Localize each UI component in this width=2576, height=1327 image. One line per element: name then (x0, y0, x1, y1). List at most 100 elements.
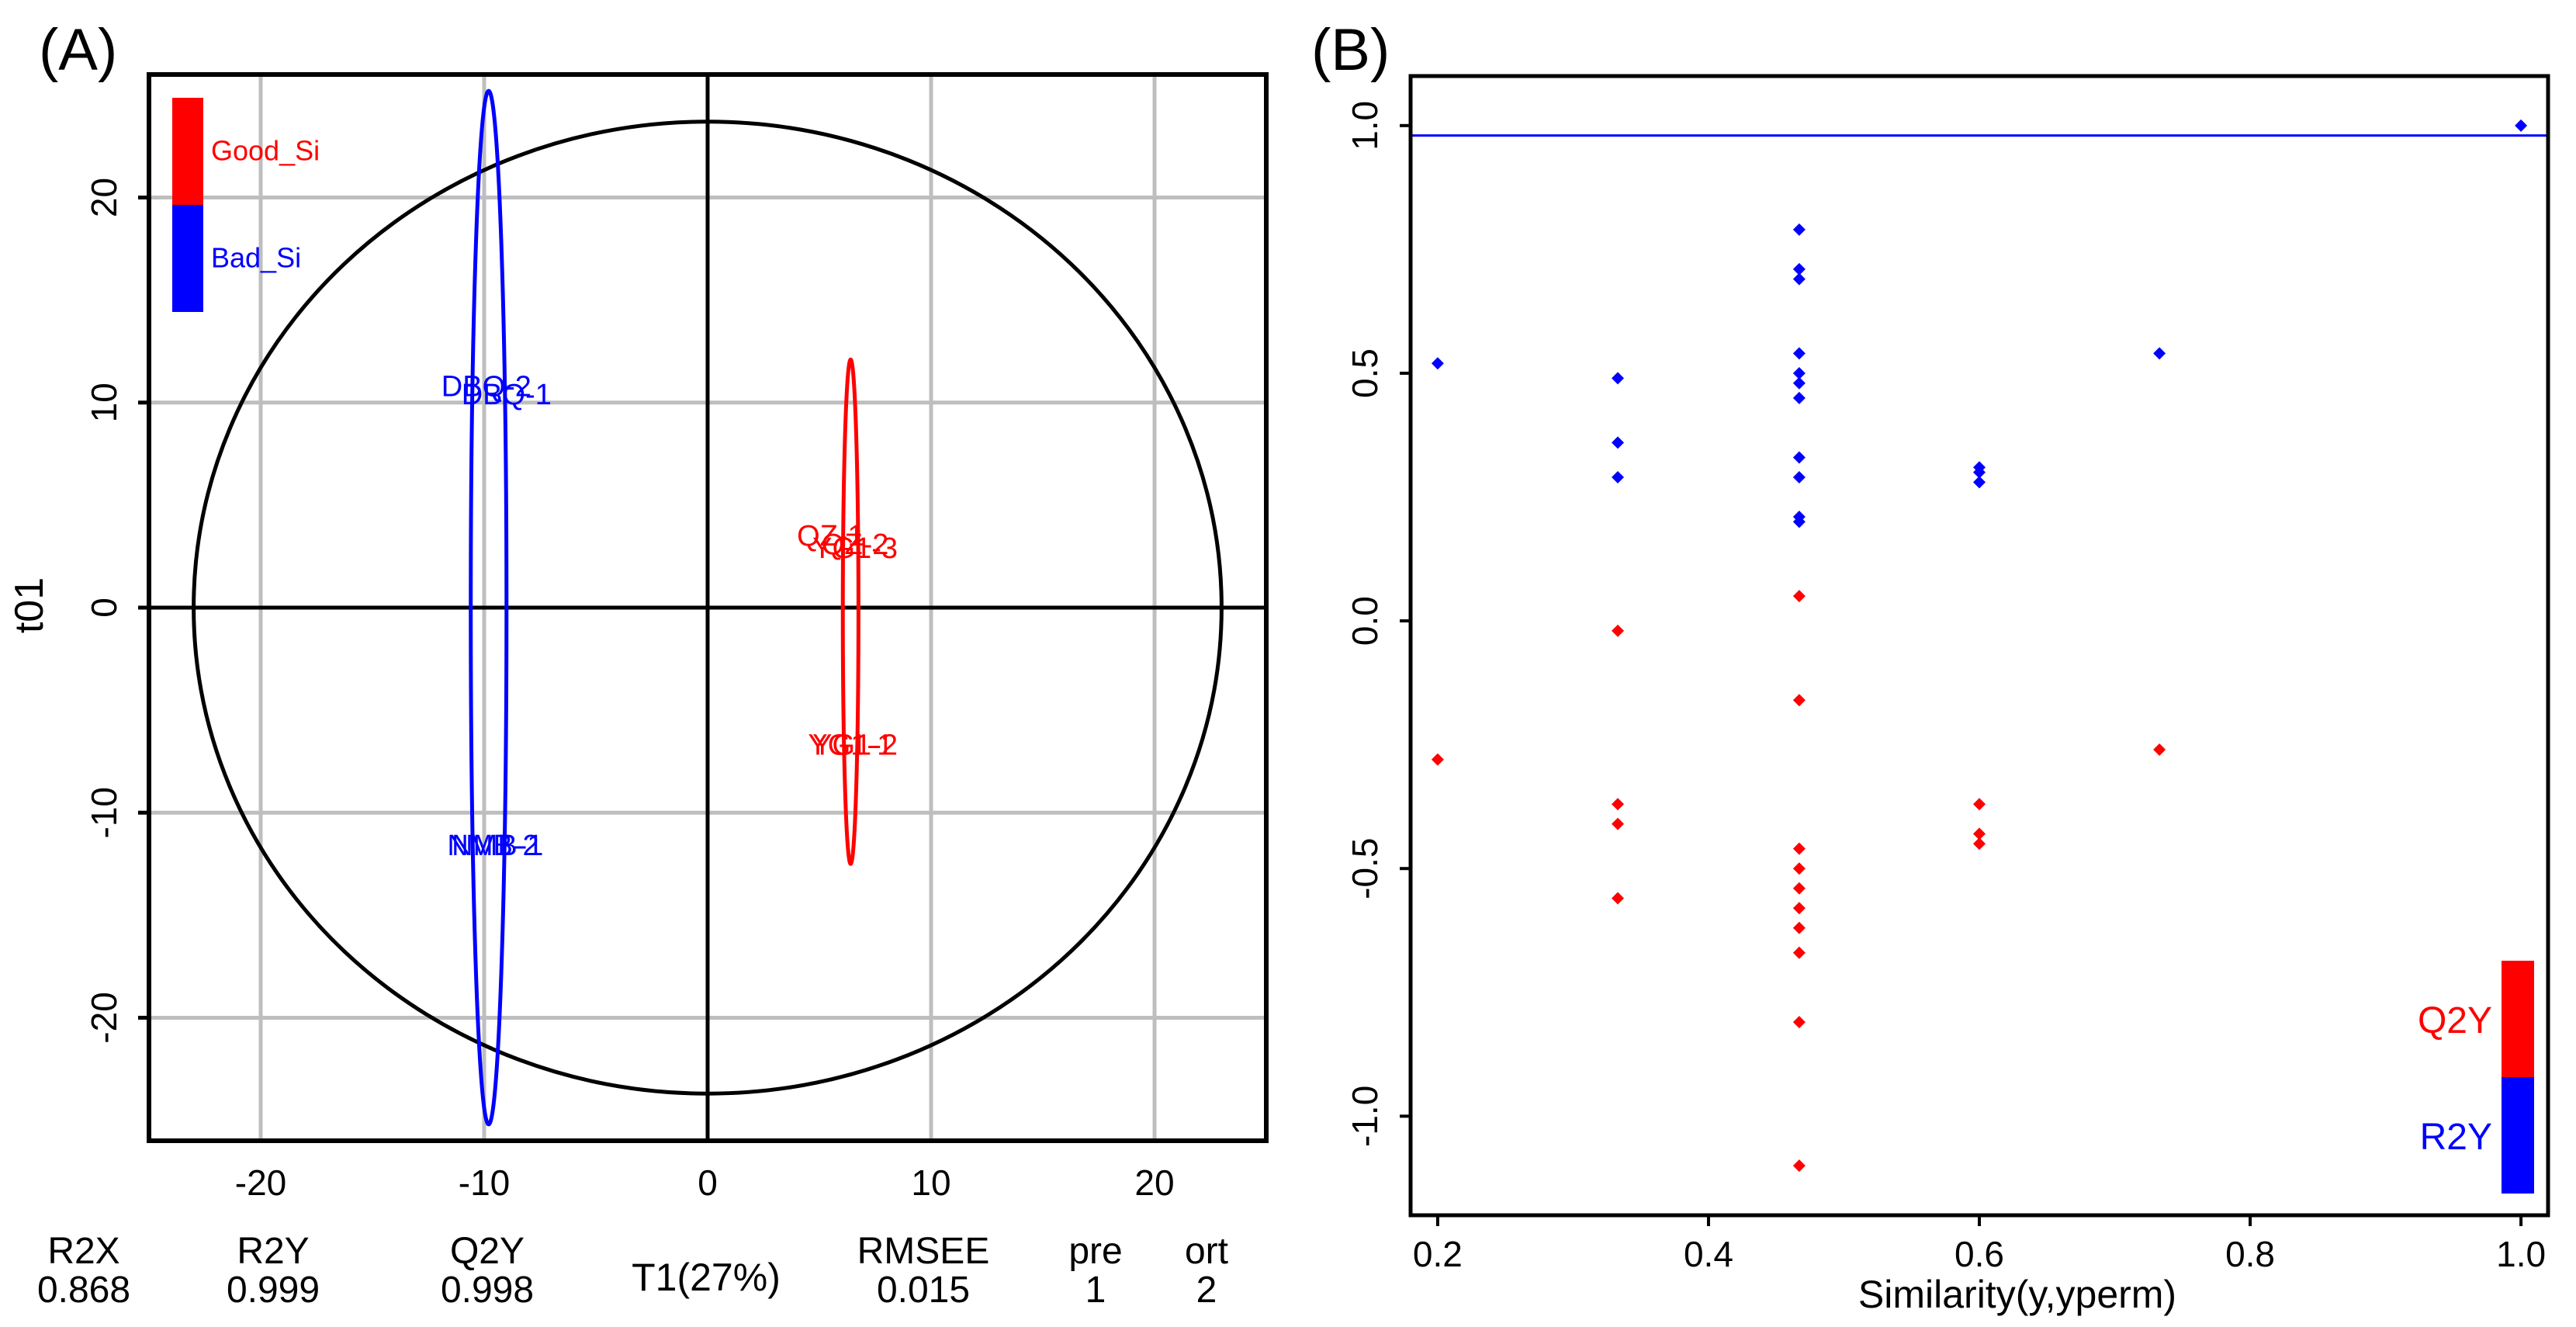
legend-swatch-Bad_Si (172, 205, 203, 312)
point-Q2Y (1792, 882, 1806, 895)
point-R2Y (1612, 436, 1625, 449)
point-R2Y (1612, 470, 1625, 483)
sample-label: NMB-2 (447, 830, 538, 862)
legend-label-Bad_Si: Bad_Si (211, 242, 301, 274)
panel-a-y-tick-label: -20 (84, 992, 124, 1043)
panel-a-x-tick-label: -20 (235, 1162, 286, 1203)
point-R2Y (1792, 223, 1806, 236)
panel-b-y-tick-label: 0.5 (1345, 348, 1385, 398)
legend-label-R2Y: R2Y (2420, 1117, 2492, 1158)
point-Q2Y (1792, 842, 1806, 855)
point-Q2Y (1792, 902, 1806, 915)
panel-b-x-tick-label: 0.6 (1955, 1234, 2004, 1274)
point-R2Y (2153, 347, 2166, 360)
stat-value-ort: 2 (1196, 1270, 1217, 1311)
stat-value-R2Y: 0.999 (227, 1270, 320, 1311)
point-Q2Y (1792, 590, 1806, 603)
panel-b-y-tick-label: -0.5 (1345, 838, 1385, 899)
stat-name-pre: pre (1068, 1231, 1122, 1272)
point-R2Y (1792, 376, 1806, 390)
point-R2Y (1792, 470, 1806, 483)
point-R2Y (1612, 372, 1625, 385)
stat-value-R2X: 0.868 (37, 1270, 130, 1311)
panel-b-x-tick-label: 1.0 (2496, 1234, 2546, 1274)
panel-b-x-tick-label: 0.4 (1684, 1234, 1733, 1274)
stat-value-Q2Y: 0.998 (441, 1270, 534, 1311)
panel-b-label: (B) (1311, 17, 1390, 83)
sample-label: QZ-2 (822, 528, 889, 561)
point-R2Y (1792, 272, 1806, 286)
point-Q2Y (1792, 1159, 1806, 1173)
panel-a-axes: -20 -10 0 10 20 -20 -10 0 10 20 (84, 72, 1269, 1203)
point-Q2Y (1792, 694, 1806, 707)
hotelling-ellipse (192, 120, 1224, 1096)
point-R2Y (1792, 515, 1806, 528)
point-Q2Y (1792, 862, 1806, 875)
point-R2Y (1792, 347, 1806, 360)
panel-b-x-axis-title: Similarity(y,yperm) (1858, 1273, 2176, 1316)
group-ellipse-Bad_Si (469, 88, 509, 1127)
group-ellipse-Good_Si (840, 357, 860, 866)
panel-b-y-tick-label: 0.0 (1345, 596, 1385, 646)
stat-value-RMSEE: 0.015 (877, 1270, 970, 1311)
point-R2Y (1792, 366, 1806, 379)
sample-label: YG1-2 (812, 729, 898, 762)
point-Q2Y (1792, 1016, 1806, 1029)
panel-a-label: (A) (39, 17, 117, 83)
sample-label: DBQ-2 (441, 370, 531, 403)
point-R2Y (2515, 119, 2528, 132)
panel-b-plot-area: Q2Y R2Y (1411, 119, 2548, 1194)
panel-b-x-tick-label: 0.2 (1413, 1234, 1463, 1274)
point-Q2Y (1792, 946, 1806, 959)
point-Q2Y (1612, 892, 1625, 905)
stat-name-R2X: R2X (47, 1231, 119, 1272)
point-Q2Y (1973, 798, 1986, 811)
sample-label: YG1-1 (808, 729, 893, 762)
point-Q2Y (1612, 817, 1625, 830)
sample-label: NMB-1 (452, 830, 543, 862)
point-R2Y (1431, 357, 1444, 370)
stat-name-R2Y: R2Y (237, 1231, 309, 1272)
panel-a-x-tick-label: 10 (911, 1162, 950, 1203)
panel-a-x-axis-title: T1(27%) (632, 1256, 781, 1299)
legend-swatch-R2Y (2502, 1077, 2534, 1194)
point-Q2Y (2153, 743, 2166, 757)
panel-b-y-tick-label: -1.0 (1345, 1086, 1385, 1147)
point-Q2Y (1792, 921, 1806, 934)
point-Q2Y (1973, 837, 1986, 851)
point-R2Y (1792, 262, 1806, 275)
stat-name-Q2Y: Q2Y (450, 1231, 525, 1272)
panel-b-x-tick-label: 0.8 (2225, 1234, 2275, 1274)
panel-a-x-tick-label: 20 (1134, 1162, 1174, 1203)
legend-swatch-Good_Si (172, 98, 203, 205)
point-R2Y (1973, 476, 1986, 489)
stat-value-pre: 1 (1085, 1270, 1106, 1311)
panel-a-x-tick-label: -10 (459, 1162, 510, 1203)
panel-b-frame (1408, 74, 2550, 1218)
panel-b-axes: 0.2 0.4 0.6 0.8 1.0 -1.0 -0.5 0.0 0.5 1.0 (1345, 74, 2550, 1274)
panel-a-y-axis-title: t01 (7, 577, 52, 633)
sample-label: QZ-1 (797, 520, 864, 553)
point-R2Y (1792, 391, 1806, 404)
point-Q2Y (1431, 753, 1444, 766)
sample-label: DBQ-1 (462, 379, 552, 411)
stat-name-RMSEE: RMSEE (857, 1231, 990, 1272)
panel-a-y-tick-label: 20 (84, 178, 124, 217)
stat-name-ort: ort (1185, 1231, 1228, 1272)
legend-label-Q2Y: Q2Y (2418, 1000, 2492, 1041)
point-R2Y (1973, 466, 1986, 479)
point-R2Y (1792, 451, 1806, 464)
legend-swatch-Q2Y (2502, 961, 2534, 1077)
panel-a-y-tick-label: 10 (84, 383, 124, 422)
point-Q2Y (1973, 827, 1986, 840)
point-Q2Y (1612, 798, 1625, 811)
panel-b: (B) Q2Y R2Y 0.2 0.4 0.6 0.8 1.0 -1.0 -0.5 0.0 0.5… (1311, 17, 2550, 1316)
point-Q2Y (1612, 624, 1625, 637)
panel-a-x-tick-label: 0 (698, 1162, 718, 1203)
sample-label: YG1-3 (812, 532, 898, 565)
panel-b-y-tick-label: 1.0 (1345, 101, 1385, 151)
